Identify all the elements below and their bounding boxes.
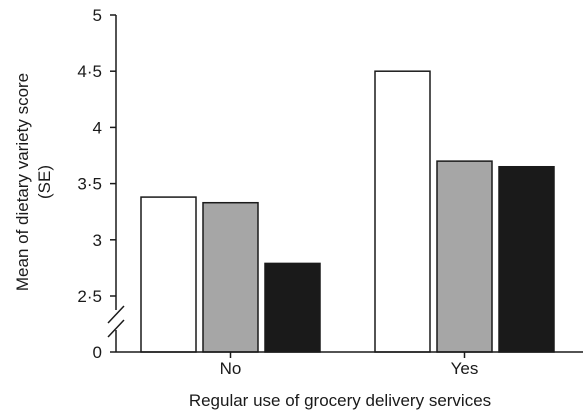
bar-no-series-3 xyxy=(264,262,321,353)
y-axis-break-mark-upper xyxy=(107,305,125,324)
x-category-label-no: No xyxy=(220,359,242,378)
x-category-label-yes: Yes xyxy=(451,359,479,378)
y-axis-break-mark-lower xyxy=(107,319,125,338)
axes-layer xyxy=(107,14,583,358)
y-tick-label-2-5: 2·5 xyxy=(77,287,102,306)
y-tick-label-3-5: 3·5 xyxy=(77,175,102,194)
bar-yes-series-2 xyxy=(436,160,493,353)
y-tick-label-0: 0 xyxy=(93,343,102,362)
bars-layer xyxy=(140,70,555,353)
y-axis-title-unit: (SE) xyxy=(35,165,54,199)
y-tick-label-3: 3 xyxy=(93,231,102,250)
bar-no-series-2 xyxy=(202,201,259,353)
bar-yes-series-3 xyxy=(498,165,555,353)
labels-layer: Regular use of grocery delivery services… xyxy=(13,6,491,410)
x-axis-title: Regular use of grocery delivery services xyxy=(189,391,491,410)
bar-no-series-1 xyxy=(140,196,197,353)
y-axis-title: Mean of dietary variety score xyxy=(13,73,32,291)
bar-yes-series-1 xyxy=(374,70,431,353)
y-tick-label-4-5: 4·5 xyxy=(77,62,102,81)
y-tick-label-5: 5 xyxy=(93,6,102,25)
y-tick-label-4: 4 xyxy=(93,118,102,137)
